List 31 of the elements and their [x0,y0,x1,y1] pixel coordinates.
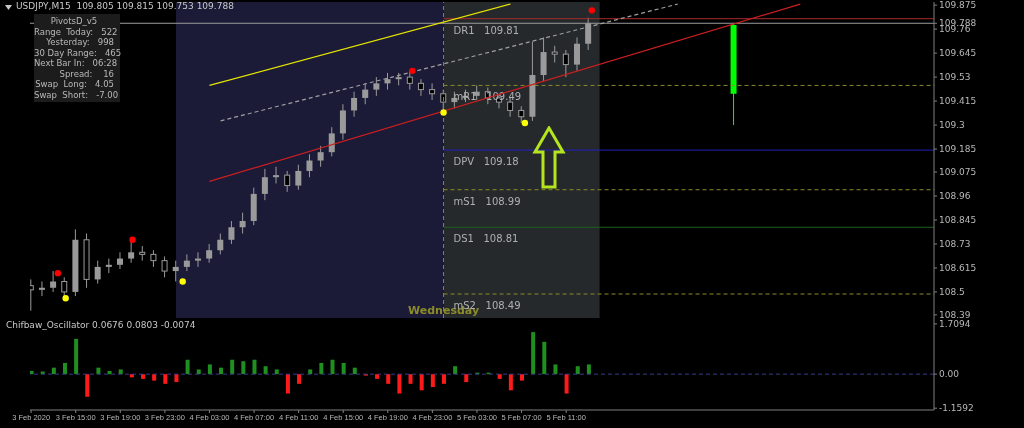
annotation: 30 Day Range: 465 [34,47,122,58]
y-tick-label: 109.875 [939,0,977,11]
annotation: Yesterday: 998 [45,37,115,48]
ref-line-label: DPV 109.18 [453,156,519,168]
annotation: Range Today: 522 [34,26,119,37]
ref-line-label: mS1 108.99 [453,195,521,207]
y-tick-label: -1.1592 [939,403,974,414]
y-tick-label: 109.185 [939,144,977,155]
ref-line-label: DR1 109.81 [453,24,520,36]
y-tick-label: 109.3 [939,120,965,131]
y-tick-label: 108.5 [939,287,965,298]
y-tick-label: 109.415 [939,96,977,107]
annotation: Next Bar In: 06:28 [34,58,119,69]
y-tick-label: 108.39 [939,310,971,321]
ref-line-label: DS1 108.81 [453,233,519,245]
y-tick-label: 0.00 [939,369,960,380]
y-tick-label: 108.73 [939,239,971,250]
y-tick-label: 1.7094 [939,319,971,330]
y-tick-label: 109.76 [939,24,971,35]
annotation: Swap Long: 4.05 [34,79,115,90]
annotation: Swap Short: -7.00 [34,89,120,100]
chart-title: USDJPY,M15 109.805 109.815 109.753 109.788 [16,1,234,11]
y-tick-label: 108.845 [939,215,977,226]
y-tick-label: 108.96 [939,191,971,202]
annotation: PivotsD_v5 [49,16,99,27]
y-tick-label: 109.645 [939,48,977,59]
y-tick-label: 108.615 [939,263,977,274]
chart-title: Chifbaw_Oscillator 0.0676 0.0803 -0.0074 [6,320,196,330]
y-tick-label: 109.53 [939,72,971,83]
y-tick-label: 109.075 [939,167,977,178]
annotation: Spread: 16 [58,68,115,79]
